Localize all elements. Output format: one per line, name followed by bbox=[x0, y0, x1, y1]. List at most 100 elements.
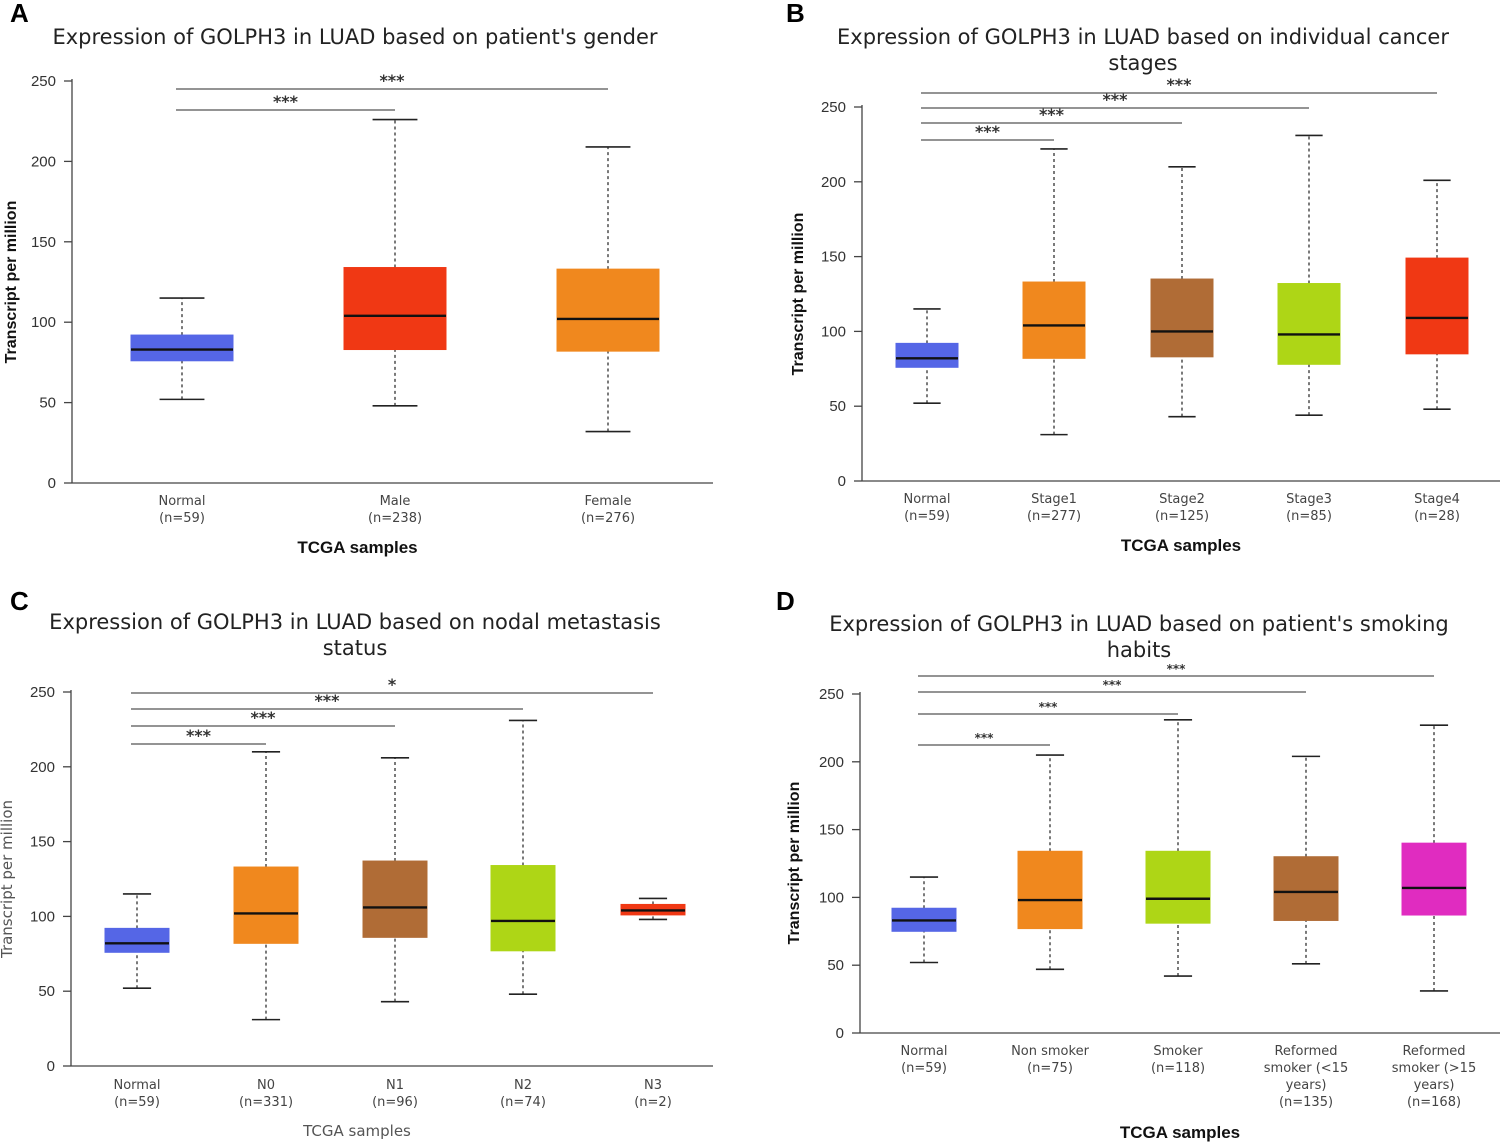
box-4 bbox=[1401, 724, 1467, 992]
box-3 bbox=[490, 719, 556, 995]
sample-count-label: (n=28) bbox=[1414, 509, 1460, 524]
iqr-box bbox=[1017, 850, 1083, 930]
sample-count-label: (n=135) bbox=[1279, 1095, 1333, 1110]
x-tick-label: Normal bbox=[900, 1044, 947, 1059]
y-tick-label: 0 bbox=[47, 1058, 55, 1075]
significance-label: *** bbox=[250, 708, 276, 727]
sample-count-label: (n=168) bbox=[1407, 1095, 1461, 1110]
chart-title: Expression of GOLPH3 in LUAD based on no… bbox=[49, 610, 661, 634]
y-axis-title: Transcript per million bbox=[0, 800, 16, 959]
significance-label: *** bbox=[314, 691, 340, 710]
chart-title: Expression of GOLPH3 in LUAD based on in… bbox=[837, 25, 1449, 49]
significance-label: *** bbox=[975, 731, 995, 745]
y-tick-label: 250 bbox=[30, 684, 55, 701]
x-tick-label: N3 bbox=[644, 1078, 662, 1093]
box-3 bbox=[1273, 755, 1339, 965]
y-tick-label: 0 bbox=[838, 473, 846, 490]
y-tick-label: 150 bbox=[30, 834, 55, 851]
x-tick-label: Stage4 bbox=[1414, 492, 1460, 507]
sample-count-label: (n=2) bbox=[634, 1095, 672, 1110]
y-axis-title: Transcript per million bbox=[786, 782, 803, 945]
sample-count-label: (n=59) bbox=[114, 1095, 160, 1110]
significance-label: *** bbox=[1167, 662, 1187, 676]
iqr-box bbox=[490, 865, 556, 952]
box-3 bbox=[1277, 134, 1341, 416]
box-0 bbox=[130, 297, 234, 401]
x-tick-label: Reformed bbox=[1402, 1044, 1465, 1059]
y-tick-label: 50 bbox=[38, 983, 55, 1000]
box-4 bbox=[620, 897, 686, 921]
box-1 bbox=[343, 118, 447, 407]
y-axis-title: Transcript per million bbox=[790, 213, 807, 376]
panel-label: A bbox=[10, 0, 29, 28]
box-0 bbox=[104, 893, 170, 990]
chart-title: habits bbox=[1107, 638, 1172, 662]
x-tick-label: Normal bbox=[113, 1078, 160, 1093]
sample-count-label: (n=96) bbox=[372, 1095, 418, 1110]
sample-count-label: (n=125) bbox=[1155, 509, 1209, 524]
y-axis-title: Transcript per million bbox=[3, 201, 20, 364]
box-2 bbox=[1145, 718, 1211, 977]
y-tick-label: 250 bbox=[819, 686, 844, 703]
y-tick-label: 50 bbox=[39, 395, 56, 412]
x-tick-label: Smoker bbox=[1153, 1044, 1203, 1059]
x-tick-label: years) bbox=[1414, 1078, 1455, 1093]
x-tick-label: N2 bbox=[514, 1078, 532, 1093]
panel-label: B bbox=[786, 0, 805, 28]
y-tick-label: 100 bbox=[819, 889, 844, 906]
significance-label: *** bbox=[975, 122, 1001, 141]
sample-count-label: (n=331) bbox=[239, 1095, 293, 1110]
significance-label: *** bbox=[1039, 700, 1059, 714]
x-tick-label: Female bbox=[584, 494, 631, 509]
box-0 bbox=[895, 308, 959, 405]
y-tick-label: 50 bbox=[827, 957, 844, 974]
chart-title: status bbox=[323, 636, 388, 660]
x-tick-label: Normal bbox=[903, 492, 950, 507]
sample-count-label: (n=118) bbox=[1151, 1061, 1205, 1076]
x-tick-label: years) bbox=[1286, 1078, 1327, 1093]
chart-title: Expression of GOLPH3 in LUAD based on pa… bbox=[829, 612, 1449, 636]
x-tick-label: Stage3 bbox=[1286, 492, 1332, 507]
y-tick-label: 250 bbox=[31, 73, 56, 90]
significance-label: *** bbox=[379, 71, 405, 90]
significance-label: *** bbox=[1166, 75, 1192, 94]
y-tick-label: 150 bbox=[31, 234, 56, 251]
iqr-box bbox=[1145, 850, 1211, 924]
y-tick-label: 200 bbox=[821, 174, 846, 191]
sample-count-label: (n=85) bbox=[1286, 509, 1332, 524]
panel-c: C Expression of GOLPH3 in LUAD based on n… bbox=[0, 586, 713, 1140]
iqr-box bbox=[104, 927, 170, 953]
x-tick-label: N1 bbox=[386, 1078, 404, 1093]
y-tick-label: 200 bbox=[31, 153, 56, 170]
x-tick-label: smoker (<15 bbox=[1264, 1061, 1348, 1076]
significance-label: *** bbox=[1103, 678, 1123, 692]
box-2 bbox=[1150, 166, 1214, 418]
sample-count-label: (n=238) bbox=[368, 511, 422, 526]
panel-b: B Expression of GOLPH3 in LUAD based on i… bbox=[786, 0, 1500, 555]
sample-count-label: (n=276) bbox=[581, 511, 635, 526]
iqr-box bbox=[1401, 842, 1467, 916]
x-tick-label: N0 bbox=[257, 1078, 275, 1093]
iqr-box bbox=[895, 342, 959, 368]
sample-count-label: (n=277) bbox=[1027, 509, 1081, 524]
sample-count-label: (n=59) bbox=[904, 509, 950, 524]
iqr-box bbox=[556, 268, 660, 352]
y-tick-label: 200 bbox=[30, 759, 55, 776]
x-tick-label: Normal bbox=[158, 494, 205, 509]
box-4 bbox=[1405, 179, 1469, 410]
panel-label: C bbox=[10, 586, 29, 616]
iqr-box bbox=[343, 267, 447, 351]
y-tick-label: 150 bbox=[819, 822, 844, 839]
x-tick-label: smoker (>15 bbox=[1392, 1061, 1476, 1076]
x-tick-label: Non smoker bbox=[1011, 1044, 1090, 1059]
iqr-box bbox=[1150, 278, 1214, 358]
box-1 bbox=[1017, 754, 1083, 971]
x-tick-label: Stage1 bbox=[1031, 492, 1077, 507]
sample-count-label: (n=59) bbox=[159, 511, 205, 526]
iqr-box bbox=[1277, 283, 1341, 365]
iqr-box bbox=[1273, 856, 1339, 921]
y-tick-label: 100 bbox=[31, 314, 56, 331]
chart-title: stages bbox=[1108, 51, 1177, 75]
y-tick-label: 100 bbox=[821, 323, 846, 340]
